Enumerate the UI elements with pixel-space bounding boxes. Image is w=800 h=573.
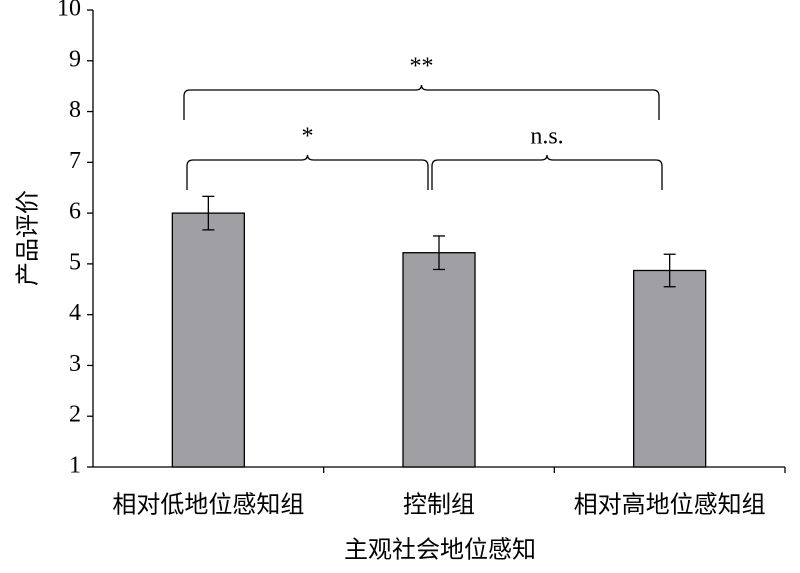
error-bar [202, 195, 215, 231]
y-tick-label: 6 [69, 199, 81, 225]
y-tick-label: 7 [69, 148, 81, 174]
error-bar [433, 235, 445, 271]
significance-label: * [302, 124, 314, 150]
significance-label: n.s. [530, 124, 563, 150]
x-tick-label: 控制组 [403, 492, 475, 519]
y-axis-label: 产品评价 [15, 190, 42, 286]
bar [633, 269, 707, 468]
y-tick-label: 4 [69, 300, 81, 326]
x-axis-label: 主观社会地位感知 [344, 537, 536, 564]
y-tick-label: 1 [69, 453, 81, 479]
bar [171, 212, 245, 468]
significance-bracket [431, 154, 663, 190]
y-tick-label: 9 [69, 46, 81, 72]
significance-label: ** [410, 54, 434, 80]
y-tick-label: 3 [69, 351, 81, 377]
y-tick-label: 2 [69, 402, 81, 428]
significance-bracket [183, 84, 660, 120]
significance-bracket [186, 154, 429, 190]
x-tick-label: 相对低地位感知组 [112, 492, 304, 519]
y-tick-label: 10 [57, 0, 81, 22]
y-tick-label: 5 [69, 249, 81, 275]
bar [402, 252, 476, 468]
error-bar [663, 253, 676, 288]
y-tick-label: 8 [69, 97, 81, 123]
x-tick-label: 相对高地位感知组 [574, 492, 766, 519]
